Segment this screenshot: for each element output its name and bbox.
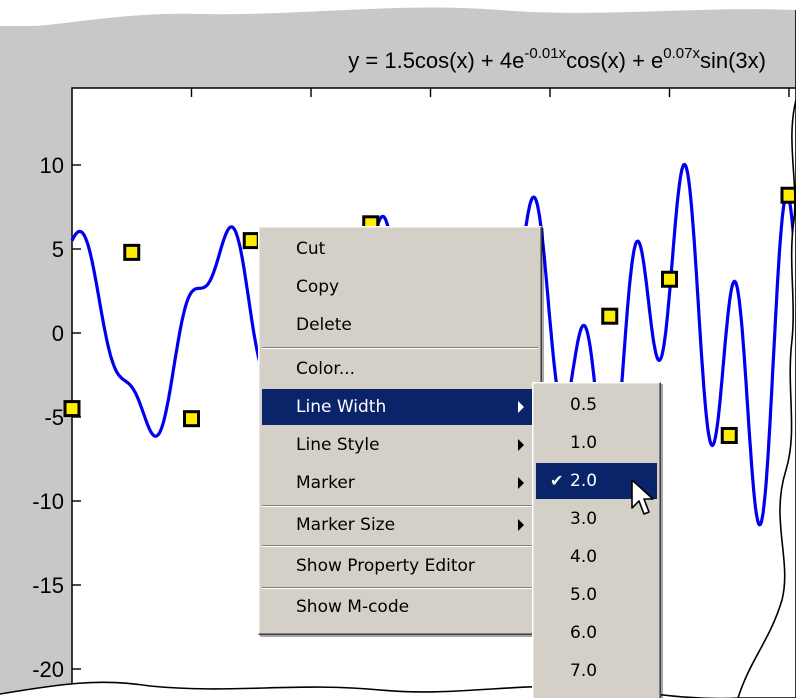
data-marker[interactable] — [661, 270, 678, 288]
mouse-pointer-icon — [631, 479, 654, 515]
y-tick-labels: 10 5 0 -5 -10 -15 -20 — [32, 153, 64, 682]
title-sup-1: -0.01x — [524, 45, 566, 62]
submenu-arrow-icon — [518, 439, 524, 451]
title-part-c: cos(x) + e — [566, 48, 663, 73]
y-tick-label: 10 — [40, 153, 64, 178]
line-width-option-label: 7.0 — [570, 661, 598, 681]
line-width-submenu: 0.5 1.0 ✔ 2.0 3.0 4.0 5.0 6.0 7.0 — [532, 382, 661, 698]
line-width-option-label: 2.0 — [570, 471, 598, 491]
menu-item-cut[interactable]: Cut — [262, 231, 538, 267]
menu-item-marker[interactable]: Marker — [262, 465, 538, 501]
line-width-option-label: 5.0 — [570, 585, 598, 605]
line-width-option-7-0[interactable]: 7.0 — [536, 653, 657, 689]
menu-separator — [262, 545, 538, 547]
line-width-option-label: 1.0 — [570, 433, 598, 453]
menu-item-show-m-code[interactable]: Show M-code — [262, 589, 538, 625]
y-tick-label: 5 — [52, 237, 64, 262]
line-width-option-label: 6.0 — [570, 623, 598, 643]
y-tick-label: 0 — [52, 321, 64, 346]
submenu-arrow-icon — [518, 519, 524, 531]
menu-item-color-label: Color... — [296, 359, 356, 379]
y-tick-label: -20 — [32, 657, 64, 682]
line-width-option-0-5[interactable]: 0.5 — [536, 387, 657, 423]
menu-item-line-style[interactable]: Line Style — [262, 427, 538, 463]
menu-separator — [262, 587, 538, 589]
data-marker[interactable] — [720, 426, 738, 444]
data-markers[interactable] — [63, 186, 796, 444]
submenu-arrow-icon — [518, 401, 524, 413]
data-marker[interactable] — [63, 400, 81, 418]
menu-item-cut-label: Cut — [296, 239, 326, 259]
line-width-option-label: 0.5 — [570, 395, 598, 415]
y-tick-label: -5 — [44, 405, 64, 430]
torn-edge-right — [737, 0, 796, 698]
menu-item-marker-size-label: Marker Size — [296, 515, 396, 535]
menu-item-delete-label: Delete — [296, 315, 352, 335]
data-marker[interactable] — [183, 410, 200, 428]
menu-item-line-width[interactable]: Line Width — [262, 389, 538, 425]
menu-item-show-m-code-label: Show M-code — [296, 597, 410, 617]
title-part-e: sin(3x) — [700, 48, 766, 73]
menu-item-color[interactable]: Color... — [262, 351, 538, 387]
chart-title: y = 1.5cos(x) + 4e-0.01xcos(x) + e0.07xs… — [348, 45, 766, 73]
submenu-arrow-icon — [518, 477, 524, 489]
line-width-option-5-0[interactable]: 5.0 — [536, 577, 657, 613]
data-marker[interactable] — [123, 243, 141, 261]
menu-separator — [262, 505, 538, 507]
menu-item-delete[interactable]: Delete — [262, 307, 538, 343]
menu-item-line-width-label: Line Width — [296, 397, 387, 417]
menu-item-copy-label: Copy — [296, 277, 340, 297]
title-sup-2: 0.07x — [663, 45, 700, 62]
checkmark-icon: ✔ — [550, 471, 564, 490]
menu-item-show-property-editor-label: Show Property Editor — [296, 556, 475, 576]
line-width-option-3-0[interactable]: 3.0 — [536, 501, 657, 537]
y-tick-label: -15 — [32, 573, 64, 598]
menu-item-line-style-label: Line Style — [296, 435, 380, 455]
menu-item-show-property-editor[interactable]: Show Property Editor — [262, 548, 538, 584]
line-width-option-label: 3.0 — [570, 509, 598, 529]
line-width-option-1-0[interactable]: 1.0 — [536, 425, 657, 461]
menu-item-copy[interactable]: Copy — [262, 269, 538, 305]
data-marker[interactable] — [242, 232, 260, 250]
data-line[interactable] — [70, 28, 796, 597]
torn-edge-top — [0, 0, 796, 26]
data-marker[interactable] — [601, 307, 619, 325]
title-part-a: y = 1.5cos(x) + 4e — [348, 48, 524, 73]
menu-item-marker-size[interactable]: Marker Size — [262, 507, 538, 543]
line-width-option-4-0[interactable]: 4.0 — [536, 539, 657, 575]
line-width-option-6-0[interactable]: 6.0 — [536, 615, 657, 651]
line-width-option-label: 4.0 — [570, 547, 598, 567]
menu-item-marker-label: Marker — [296, 473, 355, 493]
context-menu: Cut Copy Delete Color... Line Width Line… — [258, 226, 542, 635]
data-marker[interactable] — [780, 186, 796, 204]
x-ticks — [190, 88, 790, 97]
y-tick-label: -10 — [32, 489, 64, 514]
menu-separator — [262, 347, 538, 349]
